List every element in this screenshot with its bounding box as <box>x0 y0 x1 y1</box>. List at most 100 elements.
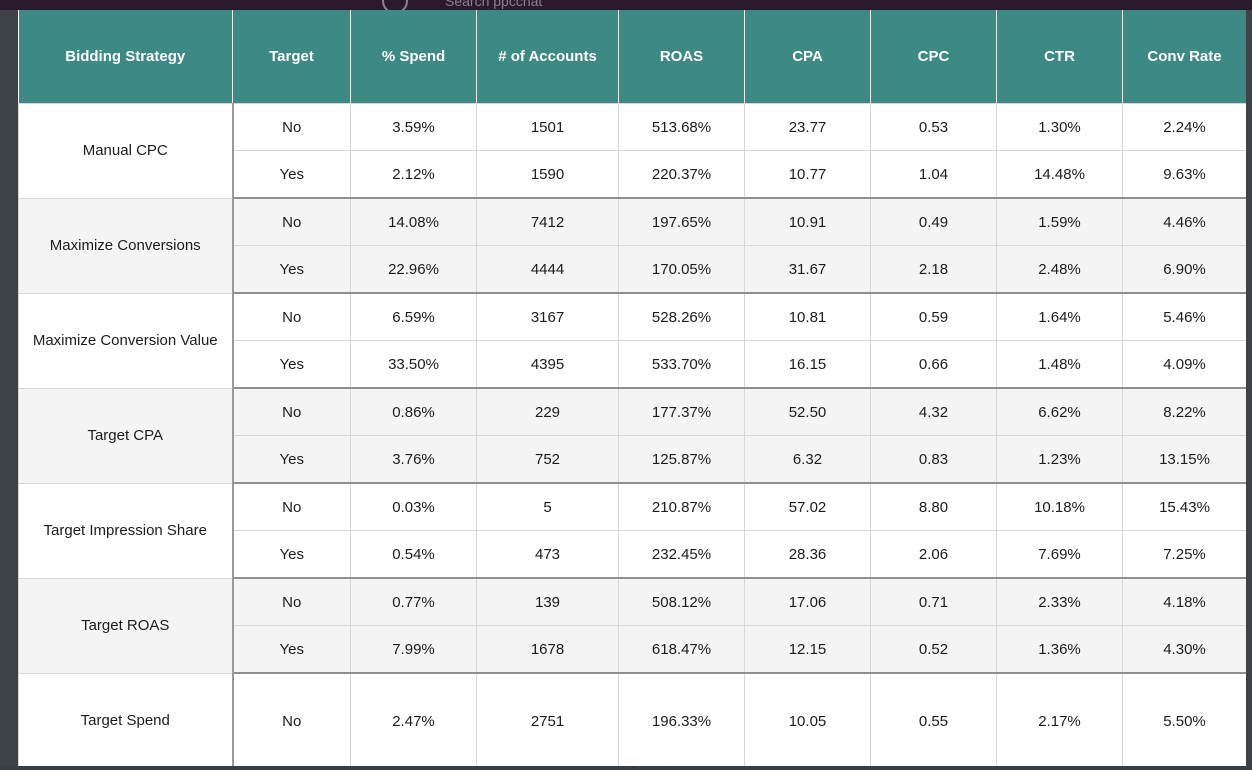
spend-header[interactable]: % Spend <box>350 10 477 104</box>
bidding-strategy-table-container: Bidding Strategy Target% Spend # of Accoun… <box>18 10 1246 766</box>
search-input-hint[interactable]: Search ppcchat <box>445 0 543 9</box>
accounts-cell: 7412 <box>476 197 619 246</box>
target-cell: Yes <box>232 530 351 579</box>
table-row: Yes 7.99% 1678 618.47% 12.15 0.52 1.36% 4.30% <box>19 625 1246 674</box>
spend-cell: 2.12% <box>350 150 477 199</box>
table-body: Manual CPC No 3.59% 1501 513.68% 23.77 0.53 1.3… <box>18 103 1246 766</box>
accounts-cell: 4444 <box>476 245 619 294</box>
ctr-cell: 1.36% <box>996 625 1123 674</box>
spend-cell: 22.96% <box>350 245 477 294</box>
conv-rate-cell: 8.22% <box>1122 387 1246 436</box>
conv-rate-cell: 4.09% <box>1122 340 1246 389</box>
ctr-cell: 1.48% <box>996 340 1123 389</box>
strategy-cell: Target ROAS <box>18 577 234 674</box>
cpc-cell: 0.71 <box>870 577 997 626</box>
cpa-cell: 28.36 <box>744 530 871 579</box>
conv-rate-cell: 9.63% <box>1122 150 1246 199</box>
ctr-header[interactable]: CTR <box>996 10 1123 104</box>
header-row: Bidding Strategy Target% Spend # of Accoun… <box>18 10 1246 104</box>
conv-rate-cell: 2.24% <box>1122 103 1246 151</box>
roas-cell: 197.65% <box>618 197 745 246</box>
roas-cell: 210.87% <box>618 482 745 531</box>
conv-rate-cell: 4.46% <box>1122 197 1246 246</box>
table-row: Target ROAS No 0.77% 139 508.12% 17.06 0.71 2.3… <box>18 577 1246 674</box>
target-cell: Yes <box>232 625 351 674</box>
conv-rate-cell: 5.50% <box>1122 672 1246 766</box>
accounts-cell: 1678 <box>476 625 619 674</box>
cpc-cell: 0.66 <box>870 340 997 389</box>
accounts-cell: 2751 <box>476 672 619 766</box>
cpc-header[interactable]: CPC <box>870 10 997 104</box>
cpa-cell: 31.67 <box>744 245 871 294</box>
strategy-cell: Manual CPC <box>18 103 234 199</box>
accounts-cell: 1501 <box>476 103 619 151</box>
cpc-cell: 1.04 <box>870 150 997 199</box>
conv-rate-cell: 15.43% <box>1122 482 1246 531</box>
cpc-cell: 0.59 <box>870 292 997 341</box>
ctr-cell: 14.48% <box>996 150 1123 199</box>
ctr-cell: 10.18% <box>996 482 1123 531</box>
target-cell: No <box>232 672 351 766</box>
bidding-strategy-table: Bidding Strategy Target% Spend # of Accoun… <box>18 10 1246 766</box>
roas-cell: 513.68% <box>618 103 745 151</box>
table-row: Maximize Conversion Value No 6.59% 3167 528.… <box>18 292 1246 389</box>
ctr-cell: 7.69% <box>996 530 1123 579</box>
table-row: Yes 2.12% 1590 220.37% 10.77 1.04 14.48% 9.63% <box>19 150 1246 199</box>
strategy-cell: Target Spend <box>18 672 234 766</box>
cpa-cell: 10.81 <box>744 292 871 341</box>
accounts-header[interactable]: # of Accounts <box>476 10 619 104</box>
roas-cell: 196.33% <box>618 672 745 766</box>
ctr-cell: 1.64% <box>996 292 1123 341</box>
accounts-cell: 229 <box>476 387 619 436</box>
cpa-cell: 10.05 <box>744 672 871 766</box>
roas-header[interactable]: ROAS <box>618 10 745 104</box>
spend-cell: 0.77% <box>350 577 477 626</box>
table-row: Maximize Conversions No 14.08% 7412 197.65% 1… <box>18 197 1246 294</box>
cpc-cell: 8.80 <box>870 482 997 531</box>
roas-cell: 170.05% <box>618 245 745 294</box>
cpc-cell: 2.06 <box>870 530 997 579</box>
cpa-cell: 12.15 <box>744 625 871 674</box>
spend-cell: 0.54% <box>350 530 477 579</box>
cpa-cell: 16.15 <box>744 340 871 389</box>
target-header[interactable]: Target <box>232 10 351 104</box>
strategy-cell: Target Impression Share <box>18 482 234 579</box>
roas-cell: 177.37% <box>618 387 745 436</box>
spend-cell: 33.50% <box>350 340 477 389</box>
cpa-cell: 10.77 <box>744 150 871 199</box>
accounts-cell: 1590 <box>476 150 619 199</box>
strategy-cell: Target CPA <box>18 387 234 484</box>
app-top-bar: Search ppcchat <box>0 0 1252 14</box>
table-row: Target Spend No 2.47% 2751 196.33% 10.05 0.55 2… <box>18 672 1246 766</box>
target-cell: No <box>232 387 351 436</box>
target-cell: No <box>232 103 351 151</box>
target-cell: No <box>232 197 351 246</box>
conv-rate-cell: 6.90% <box>1122 245 1246 294</box>
bidding-strategy-header[interactable]: Bidding Strategy <box>18 10 233 104</box>
cpc-cell: 2.18 <box>870 245 997 294</box>
conv-rate-cell: 5.46% <box>1122 292 1246 341</box>
accounts-cell: 139 <box>476 577 619 626</box>
accounts-cell: 4395 <box>476 340 619 389</box>
target-cell: Yes <box>232 340 351 389</box>
accounts-cell: 752 <box>476 435 619 484</box>
cpa-header[interactable]: CPA <box>744 10 871 104</box>
target-cell: Yes <box>232 245 351 294</box>
cpa-cell: 6.32 <box>744 435 871 484</box>
roas-cell: 220.37% <box>618 150 745 199</box>
conv-rate-header[interactable]: Conv Rate <box>1122 10 1246 104</box>
ctr-cell: 2.33% <box>996 577 1123 626</box>
roas-cell: 125.87% <box>618 435 745 484</box>
cpc-cell: 0.52 <box>870 625 997 674</box>
cpc-cell: 0.55 <box>870 672 997 766</box>
spend-cell: 7.99% <box>350 625 477 674</box>
strategy-cell: Maximize Conversions <box>18 197 234 294</box>
spend-cell: 2.47% <box>350 672 477 766</box>
target-cell: No <box>232 292 351 341</box>
accounts-cell: 473 <box>476 530 619 579</box>
target-cell: No <box>232 482 351 531</box>
ctr-cell: 2.48% <box>996 245 1123 294</box>
conv-rate-cell: 4.30% <box>1122 625 1246 674</box>
ctr-cell: 1.30% <box>996 103 1123 151</box>
roas-cell: 508.12% <box>618 577 745 626</box>
